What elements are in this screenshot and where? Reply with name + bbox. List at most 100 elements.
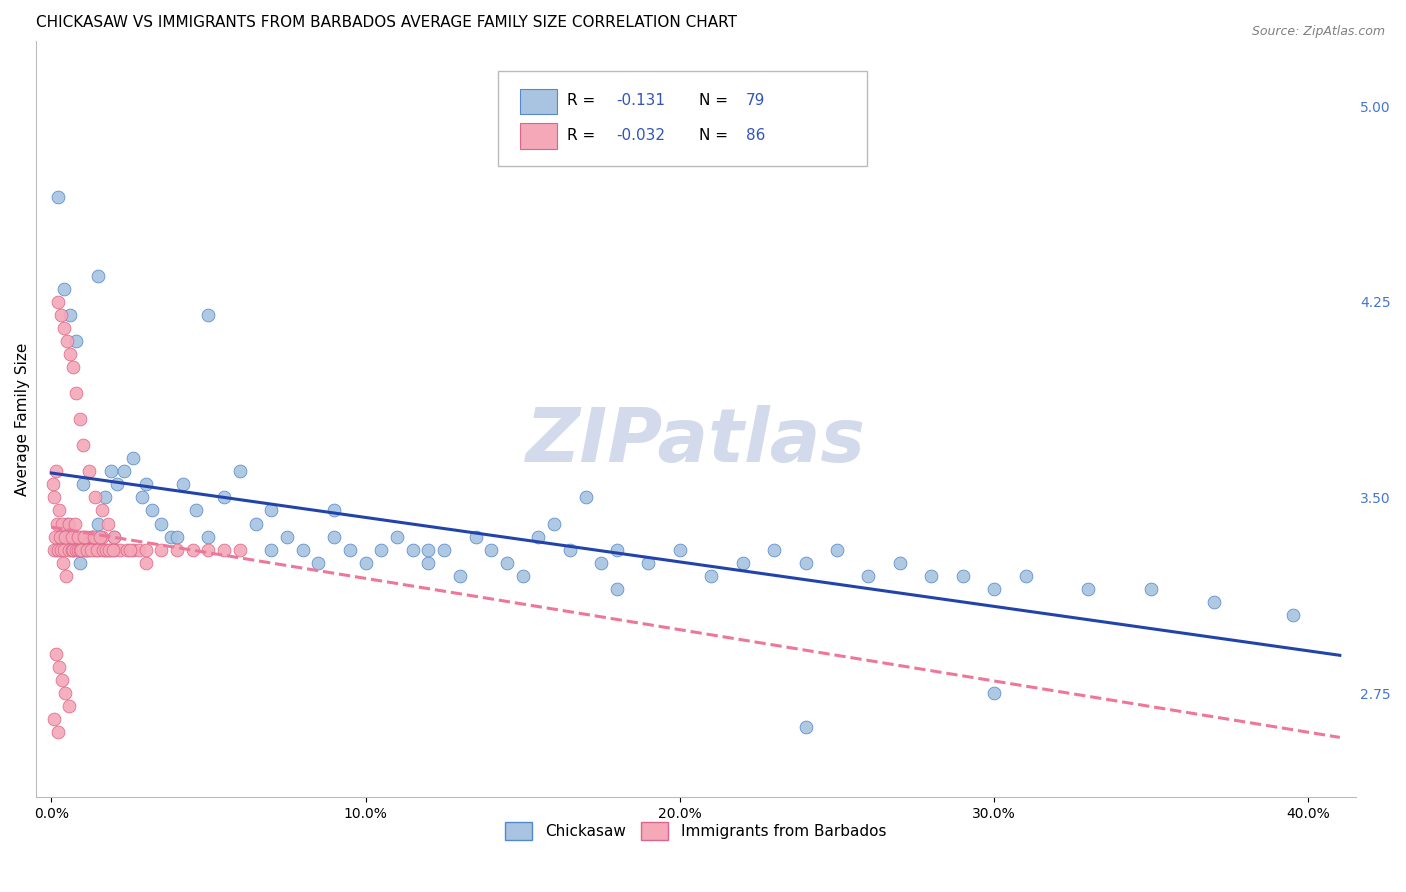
Point: [291, 542, 314, 557]
Point: [889, 556, 911, 570]
Point: [558, 542, 581, 557]
Point: [58, 542, 80, 557]
Point: [84, 491, 107, 505]
Point: [700, 568, 723, 582]
Point: [1281, 607, 1303, 622]
Point: [103, 530, 125, 544]
Point: [118, 542, 141, 557]
Text: 86: 86: [745, 128, 765, 143]
Point: [44, 530, 66, 544]
Point: [45, 516, 67, 531]
Point: [75, 542, 97, 557]
Point: [90, 530, 112, 544]
Point: [112, 464, 135, 478]
Point: [260, 542, 283, 557]
Point: [91, 542, 114, 557]
Point: [794, 556, 817, 570]
Point: [212, 542, 235, 557]
Point: [63, 516, 86, 531]
Bar: [520, 88, 557, 114]
Point: [1140, 582, 1163, 596]
Point: [354, 556, 377, 570]
Point: [122, 542, 145, 557]
Point: [55, 686, 77, 700]
Point: [197, 530, 219, 544]
Point: [229, 464, 252, 478]
Point: [172, 477, 194, 491]
Point: [58, 699, 80, 714]
Point: [59, 308, 82, 322]
Text: N =: N =: [700, 93, 734, 108]
Point: [90, 503, 112, 517]
Point: [100, 542, 122, 557]
Point: [1204, 595, 1226, 609]
Point: [82, 530, 104, 544]
Point: [52, 321, 75, 335]
Point: [65, 386, 87, 401]
Point: [983, 686, 1005, 700]
Point: [70, 530, 93, 544]
Text: Source: ZipAtlas.com: Source: ZipAtlas.com: [1251, 25, 1385, 38]
Point: [166, 530, 188, 544]
Point: [48, 660, 70, 674]
FancyBboxPatch shape: [498, 71, 868, 166]
Point: [731, 556, 754, 570]
Point: [115, 542, 138, 557]
Point: [66, 530, 89, 544]
Point: [55, 530, 77, 544]
Bar: [520, 123, 557, 149]
Point: [66, 542, 89, 557]
Point: [1014, 568, 1036, 582]
Point: [73, 530, 96, 544]
Point: [53, 542, 76, 557]
Point: [150, 516, 173, 531]
Point: [72, 542, 94, 557]
Point: [527, 530, 550, 544]
Point: [55, 568, 77, 582]
Point: [479, 542, 502, 557]
Text: ZIPatlas: ZIPatlas: [526, 405, 866, 478]
Point: [229, 542, 252, 557]
Point: [323, 503, 346, 517]
Legend: Chickasaw, Immigrants from Barbados: Chickasaw, Immigrants from Barbados: [499, 815, 893, 847]
Point: [86, 542, 108, 557]
Point: [89, 530, 111, 544]
Point: [245, 516, 267, 531]
Point: [77, 464, 100, 478]
Point: [70, 542, 93, 557]
Point: [49, 530, 72, 544]
Point: [103, 542, 125, 557]
Point: [591, 556, 613, 570]
Point: [135, 477, 157, 491]
Point: [72, 477, 94, 491]
Point: [93, 491, 115, 505]
Point: [307, 556, 329, 570]
Point: [97, 542, 120, 557]
Point: [110, 542, 132, 557]
Point: [45, 542, 67, 557]
Point: [543, 516, 565, 531]
Point: [62, 542, 84, 557]
Point: [46, 542, 69, 557]
Point: [51, 542, 73, 557]
Text: -0.032: -0.032: [616, 128, 665, 143]
Point: [49, 308, 72, 322]
Point: [56, 334, 79, 348]
Point: [825, 542, 848, 557]
Point: [48, 503, 70, 517]
Point: [100, 464, 122, 478]
Point: [983, 582, 1005, 596]
Point: [496, 556, 519, 570]
Point: [59, 347, 82, 361]
Point: [512, 568, 534, 582]
Point: [75, 542, 97, 557]
Point: [76, 530, 98, 544]
Point: [45, 464, 67, 478]
Point: [79, 542, 101, 557]
Point: [150, 542, 173, 557]
Point: [49, 530, 72, 544]
Point: [1077, 582, 1099, 596]
Point: [82, 530, 104, 544]
Point: [62, 542, 84, 557]
Point: [84, 542, 107, 557]
